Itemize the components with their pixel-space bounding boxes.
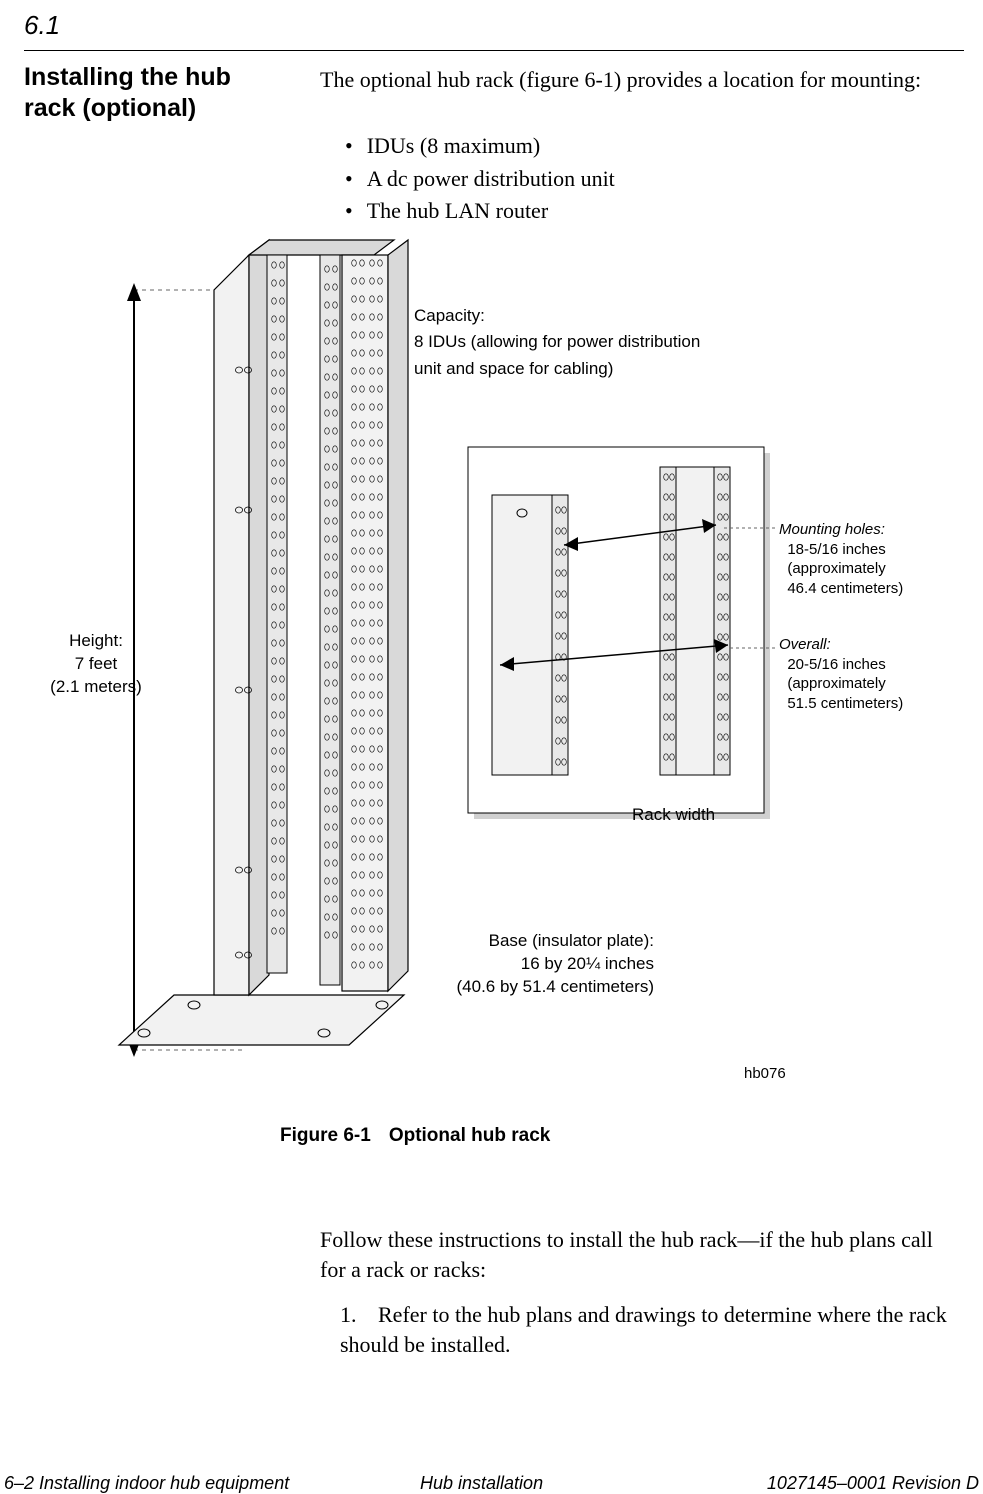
figure-container: Height: 7 feet (2.1 meters) Capacity: 8 … xyxy=(24,235,964,1135)
side-heading-line1: Installing the hub xyxy=(24,63,231,91)
bullet-item: A dc power distribution unit xyxy=(345,163,905,196)
capacity-label: Capacity: 8 IDUs (allowing for power dis… xyxy=(414,303,774,382)
mh-lead: Mounting holes: xyxy=(779,521,885,538)
figure-ref-id: hb076 xyxy=(744,1065,786,1082)
bullet-item: IDUs (8 maximum) xyxy=(345,130,905,163)
top-rule xyxy=(24,50,964,51)
capacity-l3: unit and space for cabling) xyxy=(414,359,613,378)
side-heading: Installing the hub rack (optional) xyxy=(24,62,309,125)
mh-l2: (approximately xyxy=(787,560,885,577)
overall-width-label: Overall: 20-5/16 inches (approximately 5… xyxy=(779,635,949,713)
ov-l2: (approximately xyxy=(787,675,885,692)
section-number: 6.1 xyxy=(24,10,60,41)
step-1-text: Refer to the hub plans and drawings to d… xyxy=(340,1302,947,1357)
ov-l1: 20-5/16 inches xyxy=(787,656,885,673)
height-dimension-label: Height: 7 feet (2.1 meters) xyxy=(42,630,150,699)
mh-l3: 46.4 centimeters) xyxy=(787,580,903,597)
mh-l1: 18-5/16 inches xyxy=(787,541,885,558)
bullet-list: IDUs (8 maximum) A dc power distribution… xyxy=(345,130,905,228)
side-heading-line2: rack (optional) xyxy=(24,94,196,122)
height-l2: 7 feet xyxy=(75,654,118,673)
base-l1: Base (insulator plate): xyxy=(489,931,654,950)
followup-paragraph: Follow these instructions to install the… xyxy=(320,1225,950,1284)
mounting-holes-label: Mounting holes: 18-5/16 inches (approxim… xyxy=(779,520,949,598)
footer-left: 6–2 Installing indoor hub equipment xyxy=(4,1473,289,1494)
base-l2: 16 by 20¼ inches xyxy=(521,954,654,973)
footer-center: Hub installation xyxy=(420,1473,543,1494)
intro-paragraph: The optional hub rack (figure 6-1) provi… xyxy=(320,65,940,95)
bullet-item: The hub LAN router xyxy=(345,195,905,228)
figure-caption: Figure 6-1 Optional hub rack xyxy=(280,1125,550,1147)
height-l3: (2.1 meters) xyxy=(50,677,142,696)
ov-lead: Overall: xyxy=(779,636,831,653)
base-l3: (40.6 by 51.4 centimeters) xyxy=(457,977,654,996)
footer-right: 1027145–0001 Revision D xyxy=(767,1473,979,1494)
figure-caption-prefix: Figure 6-1 xyxy=(280,1125,371,1146)
step-1: 1.Refer to the hub plans and drawings to… xyxy=(340,1300,950,1359)
rack-width-caption: Rack width xyxy=(632,805,715,825)
figure-caption-title: Optional hub rack xyxy=(389,1125,551,1146)
base-dimension-label: Base (insulator plate): 16 by 20¼ inches… xyxy=(419,930,654,999)
ov-l3: 51.5 centimeters) xyxy=(787,695,903,712)
step-1-number: 1. xyxy=(340,1300,378,1330)
height-l1: Height: xyxy=(69,631,123,650)
capacity-l1: Capacity: xyxy=(414,306,485,325)
capacity-l2: 8 IDUs (allowing for power distribution xyxy=(414,332,700,351)
